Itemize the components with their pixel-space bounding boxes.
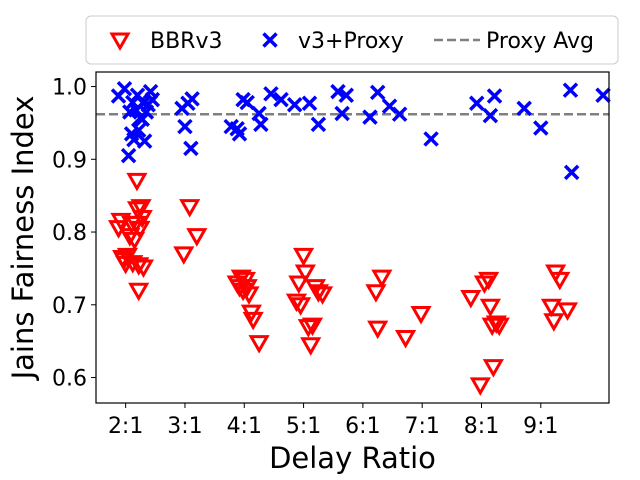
legend-proxy-avg-label: Proxy Avg (486, 29, 594, 54)
v3-proxy-point (134, 111, 150, 128)
bbrv3-point (311, 286, 334, 305)
bbrv3-point (301, 317, 324, 337)
bbrv3-point (478, 271, 500, 291)
x-axis-ticks: 2:1 3:1 4:1 5:1 6:1 7:1 8:1 9:1 (108, 403, 559, 439)
bbrv3-point (126, 201, 149, 220)
y-tick-label: 1.0 (52, 76, 87, 101)
v3-proxy-point (253, 116, 269, 133)
y-axis-label: Jains Fairness Index (6, 96, 40, 382)
bbrv3-point (128, 282, 150, 302)
legend-bbrv3-label: BBRv3 (150, 29, 223, 54)
bbrv3-point (132, 259, 155, 278)
bbrv3-point (460, 290, 482, 309)
v3-proxy-point (563, 164, 580, 181)
bbrv3-point (540, 298, 563, 318)
bbrv3-point (238, 286, 260, 305)
v3-proxy-point (120, 147, 137, 164)
x-tick-label: 2:1 (108, 414, 143, 439)
v3-proxy-point (130, 122, 147, 138)
v3-proxy-point (562, 82, 579, 98)
y-tick-label: 0.8 (52, 221, 87, 246)
v3-proxy-point (486, 88, 503, 104)
x-tick-label: 6:1 (345, 414, 380, 439)
v3-proxy-point (469, 95, 485, 112)
bbrv3-point (479, 298, 501, 318)
y-tick-label: 0.6 (52, 367, 87, 392)
v3-proxy-point (516, 100, 532, 117)
bbrv3-point (128, 257, 150, 276)
v3-proxy-point (310, 116, 327, 133)
v3-proxy-point (391, 106, 408, 122)
y-tick-label: 0.7 (52, 294, 87, 319)
bbrv3-point (410, 306, 432, 325)
bbrv3-point (488, 317, 510, 337)
v3-proxy-point (595, 87, 611, 104)
bbrv3-point (248, 335, 270, 354)
y-axis-ticks: 0.6 0.7 0.8 0.9 1.0 (52, 76, 96, 392)
bbrv3-point (126, 172, 148, 192)
bbrv3-point (130, 199, 152, 218)
v3-proxy-point (263, 86, 279, 102)
bbrv3-point (300, 337, 322, 356)
v3-proxy-point (533, 120, 549, 136)
bbrv3-point (230, 269, 252, 289)
bbrv3-point (179, 199, 201, 218)
bbrv3-point (556, 302, 579, 321)
x-tick-label: 8:1 (464, 414, 499, 439)
bbrv3-point (469, 377, 491, 396)
v3-proxy-point (116, 80, 133, 97)
x-tick-label: 4:1 (227, 414, 262, 439)
v3-proxy-point (338, 87, 355, 104)
x-tick-label: 3:1 (167, 414, 202, 439)
legend-box (85, 15, 619, 65)
bbrv3-point (123, 231, 146, 251)
bbrv3-point (473, 275, 496, 294)
bbrv3-point (394, 330, 417, 349)
v3-proxy-point (334, 105, 350, 122)
v3-proxy-point (301, 95, 318, 112)
bbrv3-point (365, 284, 387, 303)
bbrv3-point (549, 271, 571, 291)
x-tick-label: 5:1 (286, 414, 321, 439)
v3-proxy-point (184, 91, 200, 107)
x-axis-label: Delay Ratio (269, 441, 436, 475)
v3-proxy-point (273, 91, 289, 108)
v3-proxy-point (231, 126, 248, 142)
bbrv3-point (371, 269, 393, 289)
v3-proxy-point (362, 109, 378, 125)
legend-v3-proxy-label: v3+Proxy (298, 29, 404, 54)
plot-frame (95, 71, 610, 404)
v3-proxy-point (144, 91, 161, 108)
y-tick-label: 0.9 (52, 148, 87, 173)
bbrv3-point (294, 264, 316, 284)
bbrv3-point (292, 247, 315, 267)
v3-proxy-point (239, 94, 255, 111)
v3-proxy-point (482, 107, 499, 124)
bbrv3-point (242, 311, 264, 331)
legend-v3-proxy-marker (262, 32, 278, 48)
bbrv3-point (367, 320, 389, 340)
bbrv3-point (186, 228, 208, 247)
bbrv3-point (290, 297, 312, 316)
x-tick-label: 9:1 (523, 414, 558, 439)
v3-proxy-point (136, 133, 153, 149)
x-tick-label: 7:1 (404, 414, 439, 439)
bbrv3-point (288, 275, 310, 294)
v3-proxy-point (369, 84, 386, 101)
bbrv3-point (173, 246, 195, 265)
series-layer (107, 80, 611, 396)
legend-bbrv3-marker (109, 32, 131, 52)
v3-proxy-point (177, 118, 193, 135)
bbrv3-point (307, 284, 329, 303)
v3-proxy-point (330, 83, 346, 100)
bbrv3-point (482, 359, 504, 378)
bbrv3-point (543, 313, 565, 332)
v3-proxy-point (183, 140, 199, 157)
bbrv3-point (131, 209, 153, 229)
v3-proxy-point (286, 96, 303, 113)
v3-proxy-point (423, 131, 439, 147)
bbrv3-point (285, 293, 308, 313)
legend: BBRv3 v3+Proxy Proxy Avg (85, 15, 619, 65)
